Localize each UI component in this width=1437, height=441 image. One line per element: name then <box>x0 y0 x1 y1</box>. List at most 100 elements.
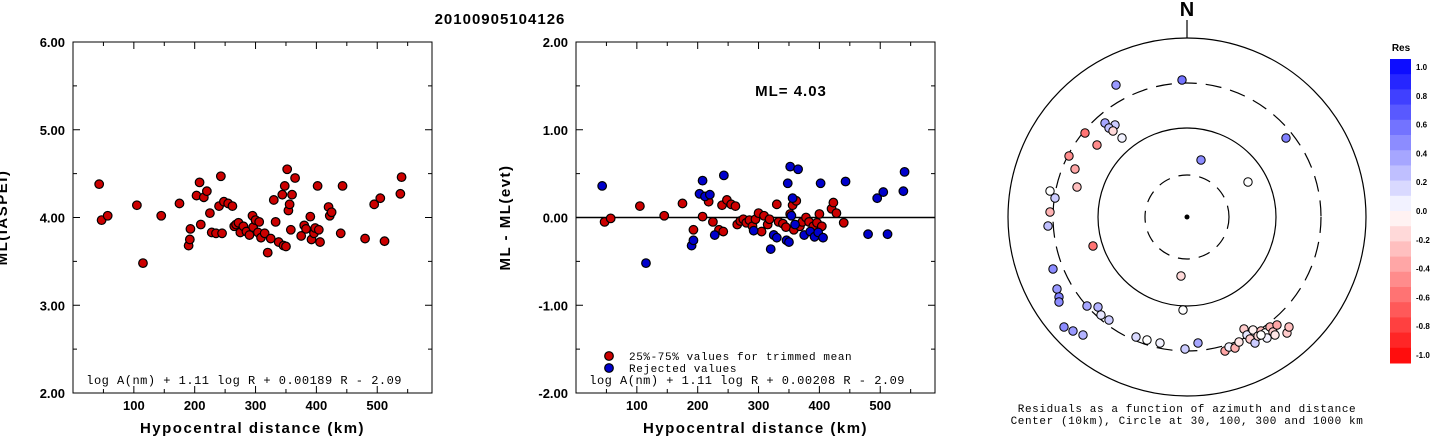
polar-caption-line1: Residuals as a function of azimuth and d… <box>1018 404 1356 416</box>
station-marker <box>1052 284 1062 294</box>
y-tick-label: 2.00 <box>40 386 65 401</box>
rejected-point <box>765 244 776 254</box>
station-marker <box>1180 344 1190 354</box>
legend-marker <box>604 363 614 373</box>
data-point <box>201 186 212 197</box>
colorbar-segment <box>1390 135 1411 151</box>
data-point <box>215 171 226 182</box>
rejected-point <box>872 193 883 204</box>
colorbar-tick-label: 0.8 <box>1416 92 1428 101</box>
station-marker <box>1256 330 1266 340</box>
colorbar-tick-label: 0.4 <box>1416 149 1428 158</box>
residual-colorbar: 1.0 0.8 0.6 0.4 0.2 0.0 -0.2 -0.4 -0.6 -0.8 -1.0 <box>1390 59 1430 364</box>
colorbar-segment <box>1390 180 1411 197</box>
data-point <box>284 199 295 210</box>
station-marker <box>1045 207 1055 217</box>
colorbar-segment <box>1390 332 1411 349</box>
colorbar-segment <box>1390 74 1411 90</box>
data-point <box>688 224 699 235</box>
data-point <box>730 201 741 211</box>
colorbar-tick-label: 0.0 <box>1416 207 1428 216</box>
data-point <box>217 228 227 239</box>
data-point <box>227 201 238 211</box>
y-tick-label: 6.00 <box>40 35 65 50</box>
rejected-point <box>878 187 889 197</box>
station-marker <box>1064 151 1074 161</box>
colorbar-segment <box>1390 89 1411 106</box>
north-label: N <box>1180 0 1194 21</box>
data-point <box>828 197 839 208</box>
station-marker <box>1045 186 1055 196</box>
station-marker <box>1270 330 1280 340</box>
x-tick-label: 400 <box>809 398 831 413</box>
y-tick-label: -1.00 <box>538 298 568 313</box>
rejected-point <box>709 230 720 240</box>
data-point <box>831 208 842 219</box>
data-point <box>781 222 791 233</box>
data-point <box>375 193 386 204</box>
station-marker <box>1096 310 1106 320</box>
ring-100km <box>1097 127 1277 307</box>
data-point <box>337 181 348 191</box>
data-point <box>244 230 255 240</box>
data-point <box>285 224 296 235</box>
ring-30km <box>1144 174 1230 260</box>
data-point <box>360 233 370 244</box>
station-marker <box>1068 326 1078 336</box>
data-point <box>287 189 297 200</box>
x-tick-label: 400 <box>306 398 328 413</box>
data-point <box>708 216 718 227</box>
y-tick-label: 4.00 <box>40 211 65 226</box>
ml-vs-distance-chart: 2.00 3.00 4.00 5.00 6.00 100 200 300 400 500Hypoc… <box>0 35 433 437</box>
colorbar-segment <box>1390 165 1411 182</box>
data-point <box>94 179 105 190</box>
data-point <box>634 201 645 211</box>
station-marker <box>1092 140 1102 150</box>
rejected-point <box>882 229 893 240</box>
station-marker <box>1281 133 1291 143</box>
colorbar-tick-label: 0.2 <box>1416 178 1428 187</box>
station-marker <box>1093 302 1103 312</box>
data-point <box>279 181 290 191</box>
data-point <box>131 200 142 211</box>
azimuth-residual-polar-plot: N Residuals as a function of azimuth and… <box>1007 0 1411 428</box>
data-point <box>262 247 273 258</box>
rejected-point <box>704 189 715 200</box>
data-point <box>395 188 406 199</box>
data-point <box>184 234 195 245</box>
data-point <box>315 237 325 247</box>
station-marker <box>1078 330 1088 340</box>
data-point <box>764 214 775 225</box>
colorbar-tick-label: 1.0 <box>1416 63 1428 72</box>
ml-residual-vs-distance-chart: -2.00 -1.00 0.00 1.00 2.00 100 200 300 400 500Hyp… <box>497 35 936 437</box>
y-axis-label: ML - ML(evt) <box>497 164 514 270</box>
rejected-point <box>793 164 803 175</box>
y-tick-label: 3.00 <box>40 298 65 313</box>
x-tick-label: 300 <box>245 398 267 413</box>
station-marker <box>1048 264 1058 274</box>
rejected-point <box>840 176 851 187</box>
x-tick-label: 300 <box>748 398 770 413</box>
x-tick-label: 100 <box>123 398 145 413</box>
data-point <box>396 172 407 183</box>
colorbar-segment <box>1390 271 1411 288</box>
figure-title: 20100905104126 <box>435 11 566 28</box>
data-point <box>771 199 782 210</box>
data-point <box>301 224 311 234</box>
data-point <box>268 195 279 205</box>
station-marker <box>1243 177 1253 187</box>
station-marker <box>1050 193 1060 203</box>
polar-caption-line2: Center (10km), Circle at 30, 100, 300 an… <box>1011 416 1364 428</box>
x-tick-label: 200 <box>687 398 709 413</box>
colorbar-segment <box>1390 119 1411 136</box>
station-marker <box>1234 337 1244 347</box>
rejected-point <box>641 258 651 269</box>
station-marker <box>1088 241 1098 251</box>
colorbar-segment <box>1390 104 1411 121</box>
data-point <box>195 219 206 230</box>
x-axis-label: Hypocentral distance (km) <box>643 420 868 437</box>
data-point <box>185 224 196 234</box>
colorbar-tick-label: -0.2 <box>1416 236 1430 245</box>
station-marker <box>1193 338 1203 348</box>
